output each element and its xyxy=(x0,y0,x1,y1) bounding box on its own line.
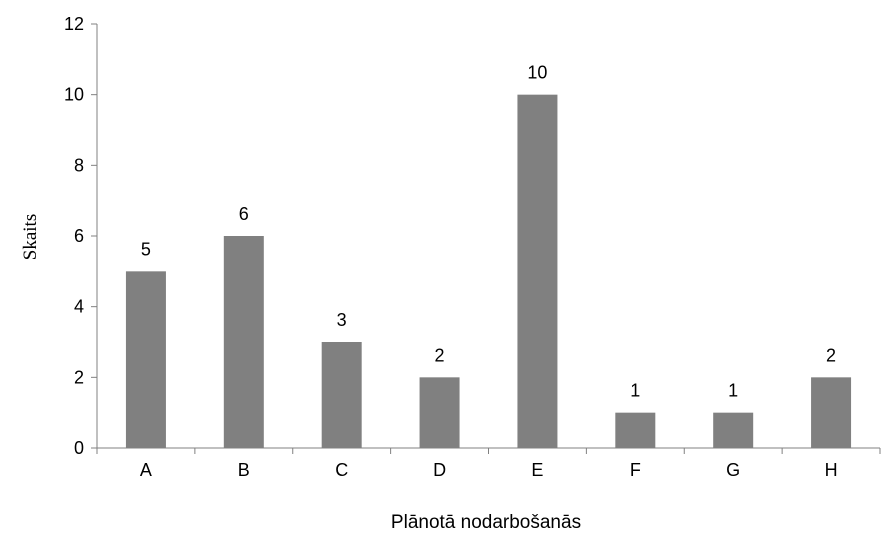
bar xyxy=(517,94,558,449)
data-label: 2 xyxy=(826,345,836,365)
bar xyxy=(223,236,264,448)
bar xyxy=(811,377,852,448)
data-label: 1 xyxy=(630,381,640,401)
y-axis-title: Skaits xyxy=(20,214,41,260)
x-tick-label: B xyxy=(238,460,250,480)
y-tick-label: 8 xyxy=(74,155,84,175)
x-axis-title: Plānotā nodarbošanās xyxy=(391,512,581,531)
data-label: 6 xyxy=(239,204,249,224)
x-tick-label: E xyxy=(531,460,543,480)
bars xyxy=(125,94,852,449)
bar xyxy=(615,412,656,448)
y-tick-label: 12 xyxy=(64,14,84,34)
x-tick-label: G xyxy=(726,460,740,480)
y-tick-label: 2 xyxy=(74,367,84,387)
data-label: 3 xyxy=(337,310,347,330)
x-tick-label: F xyxy=(630,460,641,480)
bar xyxy=(125,271,166,448)
bar xyxy=(713,412,754,448)
bar xyxy=(321,342,362,448)
data-label: 5 xyxy=(141,239,151,259)
bar xyxy=(419,377,460,448)
data-label: 10 xyxy=(527,63,547,83)
data-label: 2 xyxy=(435,345,445,365)
data-labels: 5 6 3 2 10 1 1 2 xyxy=(141,63,836,401)
y-tick-label: 0 xyxy=(74,438,84,458)
y-tick-label: 6 xyxy=(74,226,84,246)
y-tick-label: 10 xyxy=(64,85,84,105)
y-tick-label: 4 xyxy=(74,297,84,317)
x-tick-label: C xyxy=(335,460,348,480)
x-tick-label: A xyxy=(140,460,152,480)
data-label: 1 xyxy=(728,381,738,401)
x-tick-label: D xyxy=(433,460,446,480)
x-tick-label: H xyxy=(825,460,838,480)
